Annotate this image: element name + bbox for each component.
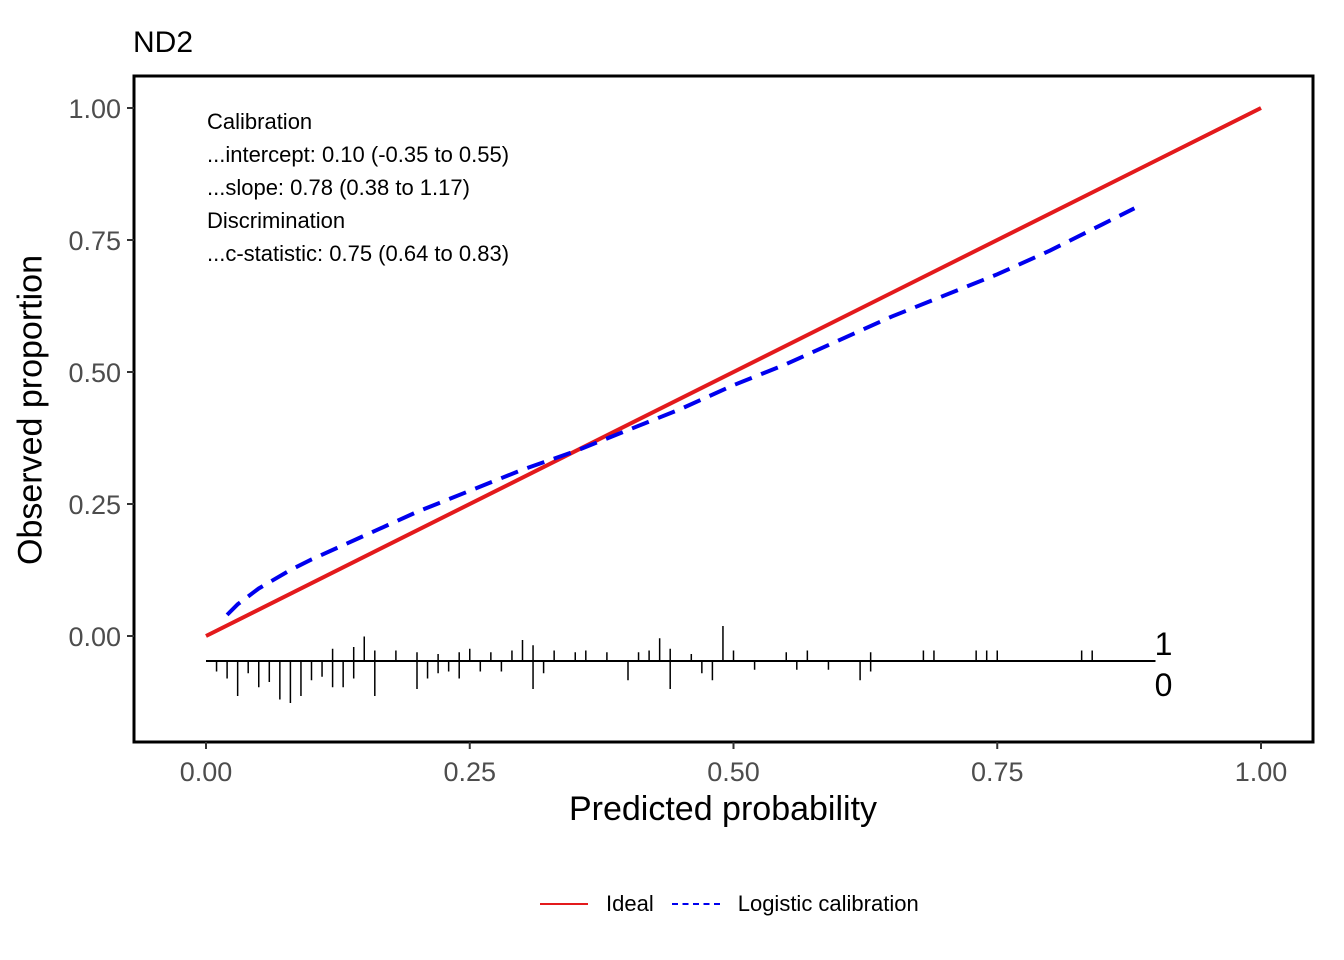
x-tick-label: 0.50	[707, 757, 760, 787]
legend-label-logistic: Logistic calibration	[737, 891, 919, 916]
x-tick-label: 0.75	[971, 757, 1024, 787]
y-tick-label: 0.75	[68, 226, 121, 256]
x-tick-label: 1.00	[1235, 757, 1288, 787]
y-tick-label: 1.00	[68, 94, 121, 124]
y-tick-label: 0.00	[68, 622, 121, 652]
y-tick-label: 0.50	[68, 358, 121, 388]
chart-title: ND2	[133, 26, 194, 59]
y-axis-title: Observed proportion	[11, 255, 50, 565]
annotation-slope: ...slope: 0.78 (0.38 to 1.17)	[207, 175, 470, 200]
annotation-intercept: ...intercept: 0.10 (-0.35 to 0.55)	[207, 142, 510, 167]
legend-key-ideal	[540, 903, 588, 905]
legend-label-ideal: Ideal	[606, 891, 654, 916]
x-tick-label: 0.00	[180, 757, 233, 787]
rug-label-events: 1	[1155, 626, 1173, 662]
legend: Ideal Logistic calibration	[540, 888, 937, 920]
annotation-calibration-heading: Calibration	[207, 109, 313, 134]
y-tick-label: 0.25	[68, 490, 121, 520]
series-line-ideal	[205, 106, 1262, 638]
x-axis-title: Predicted probability	[568, 790, 878, 828]
series-line-logistic-calibration	[225, 206, 1136, 617]
legend-key-logistic	[671, 903, 720, 905]
legend-item-ideal: Ideal	[540, 891, 654, 917]
plot-panel	[132, 74, 1315, 744]
annotation-c-statistic: ...c-statistic: 0.75 (0.64 to 0.83)	[207, 241, 510, 266]
x-tick-label: 0.25	[443, 757, 496, 787]
legend-item-logistic: Logistic calibration	[671, 891, 919, 917]
rug-label-nonevents: 0	[1155, 667, 1173, 703]
annotation-discrimination-heading: Discrimination	[207, 208, 346, 233]
